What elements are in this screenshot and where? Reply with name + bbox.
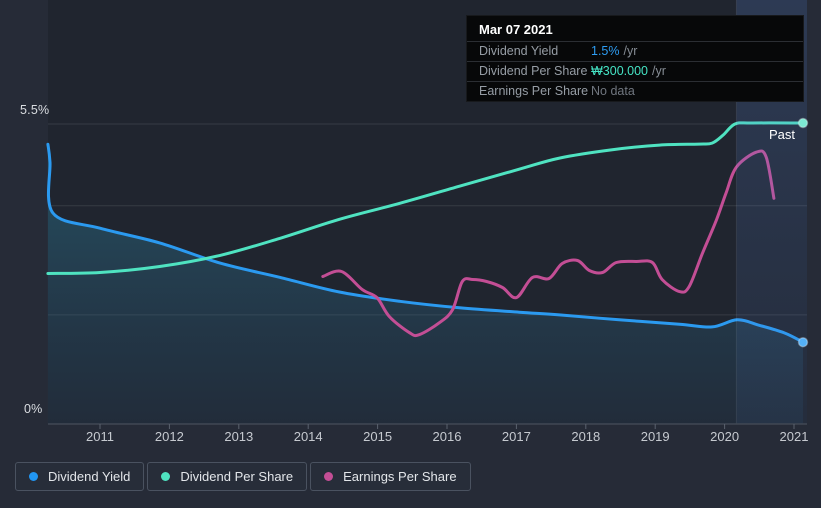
tooltip-row-unit: /yr bbox=[623, 44, 638, 58]
legend-item-earnings-per-share[interactable]: Earnings Per Share bbox=[310, 462, 471, 491]
x-tick-label-2017: 2017 bbox=[501, 429, 531, 444]
tooltip-row-earnings-per-share: Earnings Per Share No data bbox=[467, 81, 803, 101]
earnings-per-share-line bbox=[321, 149, 776, 338]
x-tick-label-2021: 2021 bbox=[779, 429, 809, 444]
x-tick-label-2018: 2018 bbox=[571, 429, 601, 444]
series-color-dot bbox=[29, 472, 38, 481]
dividend-per-share-line bbox=[46, 121, 805, 275]
x-tick-label-2019: 2019 bbox=[640, 429, 670, 444]
series-color-dot bbox=[324, 472, 334, 481]
dividend-yield-current-dot bbox=[797, 336, 809, 348]
legend-label: Dividend Yield bbox=[48, 469, 131, 484]
x-axis-ticks bbox=[99, 424, 795, 429]
y-axis-max-label: 5.5% bbox=[20, 103, 50, 117]
tooltip-row-value: 1.5% bbox=[591, 44, 620, 58]
current-value-dots bbox=[797, 117, 809, 348]
tooltip-row-dividend-yield: Dividend Yield 1.5%/yr bbox=[467, 41, 803, 61]
tooltip-row-value: No data bbox=[591, 84, 635, 98]
x-tick-label-2011: 2011 bbox=[86, 429, 114, 444]
tooltip-row-unit: /yr bbox=[651, 64, 666, 78]
x-tick-label-2012: 2012 bbox=[154, 429, 184, 444]
legend-item-dividend-per-share[interactable]: Dividend Per Share bbox=[147, 462, 308, 491]
dividend-yield-area bbox=[47, 144, 803, 424]
tooltip-date: Mar 07 2021 bbox=[479, 22, 553, 37]
chart-legend: Dividend Yield Dividend Per Share Earnin… bbox=[15, 462, 471, 491]
dividend-per-share-current-dot bbox=[797, 117, 809, 129]
tooltip-row-label: Earnings Per Share bbox=[479, 84, 589, 98]
y-axis-min-label: 0% bbox=[24, 402, 43, 416]
legend-label: Dividend Per Share bbox=[180, 469, 294, 484]
x-tick-label-2013: 2013 bbox=[224, 429, 254, 444]
x-tick-label-2015: 2015 bbox=[363, 429, 393, 444]
tooltip-row-value: ₩300.000 bbox=[591, 64, 648, 78]
x-tick-label-2014: 2014 bbox=[293, 429, 323, 444]
tooltip-row-label: Dividend Per Share bbox=[479, 64, 588, 78]
tooltip-row-label: Dividend Yield bbox=[479, 44, 559, 58]
past-region-label: Past bbox=[769, 127, 796, 142]
legend-item-dividend-yield[interactable]: Dividend Yield bbox=[15, 462, 145, 491]
area-fills bbox=[47, 144, 803, 424]
x-tick-label-2016: 2016 bbox=[432, 429, 462, 444]
chart-tooltip: Mar 07 2021 Dividend Yield 1.5%/yr Divid… bbox=[466, 15, 804, 102]
tooltip-row-dividend-per-share: Dividend Per Share ₩300.000/yr bbox=[467, 61, 803, 81]
x-tick-label-2020: 2020 bbox=[710, 429, 740, 444]
x-axis-labels: 2011 2012 2013 2014 2015 2016 2017 2018 2019 2020… bbox=[0, 429, 821, 447]
series-color-dot bbox=[161, 472, 171, 481]
legend-label: Earnings Per Share bbox=[343, 469, 457, 484]
